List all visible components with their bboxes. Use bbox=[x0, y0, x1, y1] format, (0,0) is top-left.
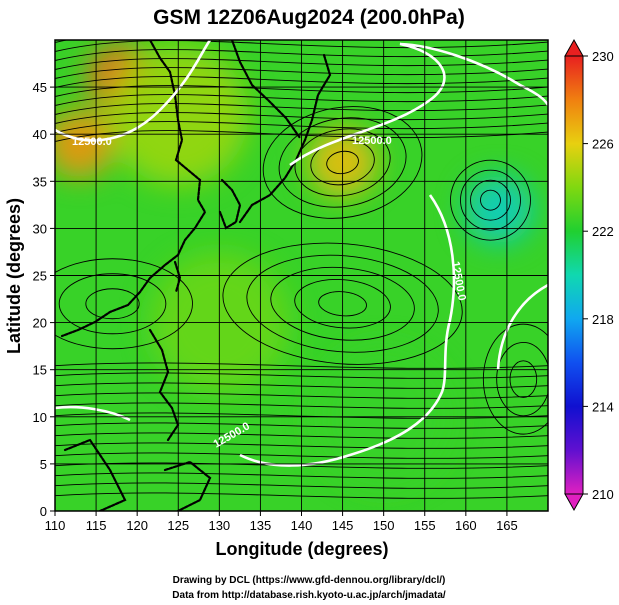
coastline-japan bbox=[238, 53, 332, 224]
streamline bbox=[222, 242, 463, 365]
streamline bbox=[278, 117, 407, 208]
streamline bbox=[55, 130, 548, 142]
streamline bbox=[55, 402, 548, 409]
streamline bbox=[55, 372, 548, 379]
y-tick-label: 30 bbox=[33, 221, 47, 236]
contour-12500-northeast bbox=[289, 42, 548, 167]
coastline-borneo bbox=[63, 438, 127, 511]
streamline bbox=[55, 442, 548, 449]
coastline-asia-mainland bbox=[60, 40, 207, 338]
x-tick-label: 160 bbox=[455, 518, 477, 533]
x-tick-label: 120 bbox=[126, 518, 148, 533]
colorbar-tick-label: 226 bbox=[592, 137, 614, 152]
colorbar-tick-label: 214 bbox=[592, 399, 614, 414]
field-feature-3 bbox=[464, 175, 533, 244]
plot-area bbox=[55, 40, 548, 511]
streamline bbox=[58, 273, 167, 335]
colorbar: 210 214 218 222 226 230 bbox=[564, 38, 614, 512]
y-tick-label: 45 bbox=[33, 80, 47, 95]
streamline bbox=[55, 452, 548, 459]
streamline bbox=[55, 76, 548, 88]
streamline bbox=[55, 112, 548, 124]
streamline bbox=[55, 412, 548, 419]
streamline bbox=[294, 279, 391, 329]
x-tick-label: 165 bbox=[496, 518, 518, 533]
chart-title: GSM 12Z06Aug2024 (200.0hPa) bbox=[153, 6, 465, 29]
streamline bbox=[270, 266, 415, 341]
y-tick-label: 35 bbox=[33, 174, 47, 189]
colorbar-gradient bbox=[564, 55, 584, 495]
y-tick-label: 10 bbox=[33, 410, 47, 425]
y-tick-label: 5 bbox=[40, 457, 47, 472]
streamline bbox=[55, 85, 548, 97]
streamline bbox=[509, 360, 538, 398]
x-tick-label: 135 bbox=[250, 518, 272, 533]
contour-12500-south bbox=[55, 405, 131, 422]
credit-line-1: Drawing by DCL (https://www.gfd-dennou.o… bbox=[173, 575, 446, 586]
grid-lines bbox=[55, 40, 548, 511]
x-tick-label: 125 bbox=[167, 518, 189, 533]
y-axis: 0 5 10 15 20 25 30 35 40 45 bbox=[33, 80, 55, 519]
x-tick-label: 115 bbox=[86, 518, 107, 533]
x-tick-label: 155 bbox=[414, 518, 436, 533]
y-tick-label: 40 bbox=[33, 127, 47, 142]
contour-label-1: 12500.0 bbox=[72, 136, 112, 148]
streamline bbox=[55, 121, 548, 133]
coastline-taiwan bbox=[173, 260, 182, 294]
streamline bbox=[55, 432, 548, 439]
y-tick-label: 25 bbox=[33, 269, 47, 284]
streamline bbox=[55, 362, 548, 369]
contour-12500-north bbox=[55, 40, 212, 142]
x-axis: 110 115 120 125 130 135 140 145 150 155 160 165 bbox=[45, 511, 518, 533]
coastline-korea bbox=[218, 178, 242, 230]
streamline bbox=[318, 291, 367, 317]
streamline bbox=[55, 67, 548, 79]
streamline bbox=[55, 40, 548, 52]
streamline bbox=[55, 422, 548, 429]
y-axis-title: Latitude (degrees) bbox=[4, 198, 24, 354]
streamline bbox=[460, 169, 521, 231]
streamline bbox=[85, 288, 140, 320]
streamline bbox=[55, 103, 548, 115]
colorbar-tick-label: 222 bbox=[592, 224, 614, 239]
streamline bbox=[262, 106, 423, 219]
colorbar-top-arrow bbox=[564, 38, 584, 57]
colorbar-tick-label: 218 bbox=[592, 312, 614, 327]
x-axis-title: Longitude (degrees) bbox=[215, 539, 388, 559]
streamline bbox=[55, 94, 548, 106]
y-tick-label: 15 bbox=[33, 363, 47, 378]
coastline-indonesia bbox=[163, 460, 212, 511]
contour-label-2: 12500.0 bbox=[352, 135, 392, 147]
y-tick-label: 0 bbox=[40, 504, 47, 519]
colorbar-tick-label: 230 bbox=[592, 49, 614, 64]
x-tick-label: 145 bbox=[332, 518, 354, 533]
streamline bbox=[480, 189, 501, 211]
streamline bbox=[55, 492, 548, 499]
streamline bbox=[55, 472, 548, 479]
x-tick-label: 150 bbox=[373, 518, 395, 533]
x-tick-label: 130 bbox=[208, 518, 230, 533]
credit-line-2: Data from http://database.rish.kyoto-u.a… bbox=[172, 590, 446, 601]
streamline bbox=[55, 382, 548, 389]
streamline bbox=[55, 58, 548, 70]
streamline bbox=[482, 323, 548, 435]
streamline bbox=[55, 258, 193, 350]
streamline bbox=[55, 392, 548, 399]
colorbar-bottom-arrow bbox=[564, 493, 584, 512]
streamline bbox=[470, 179, 511, 221]
streamline bbox=[246, 254, 439, 353]
colorbar-tick-label: 210 bbox=[592, 487, 614, 502]
contour-12500-far-east bbox=[496, 283, 548, 371]
streamline bbox=[496, 342, 548, 417]
streamline bbox=[326, 150, 359, 175]
field-feature-1 bbox=[55, 109, 114, 178]
y-tick-label: 20 bbox=[33, 316, 47, 331]
x-tick-label: 110 bbox=[45, 518, 66, 533]
streamline bbox=[294, 128, 391, 197]
streamline bbox=[450, 159, 531, 241]
colorbar-ticks: 210 214 218 222 226 230 bbox=[583, 49, 614, 502]
x-tick-label: 140 bbox=[291, 518, 313, 533]
